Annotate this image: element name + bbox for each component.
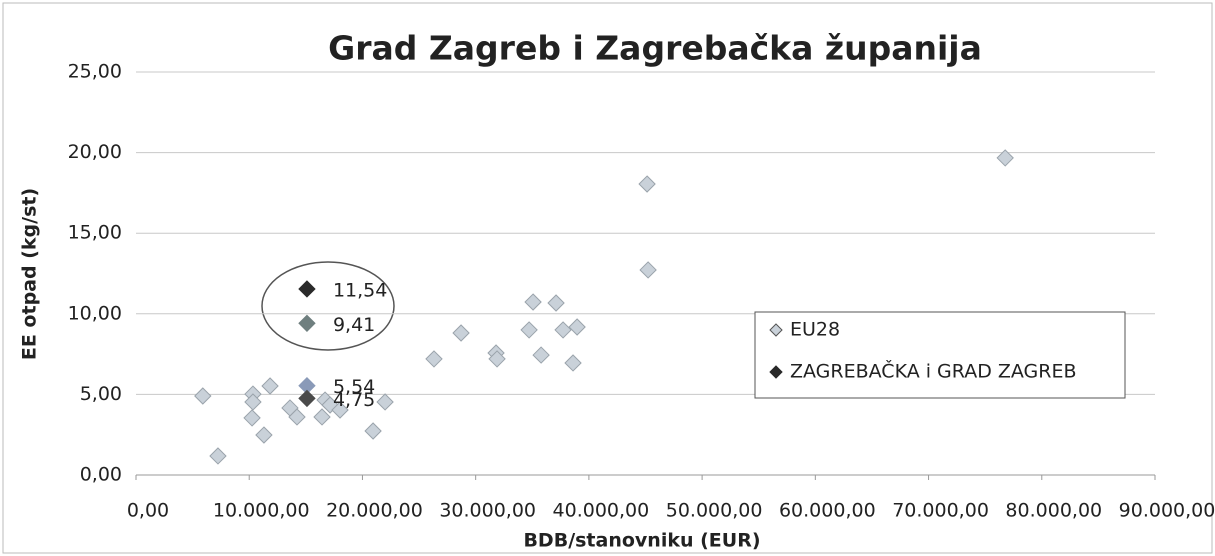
point <box>364 422 382 440</box>
legend-marker <box>769 365 783 379</box>
x-axis-label: BDB/stanovniku (EUR) <box>523 530 760 552</box>
legend-label: EU28 <box>790 319 840 341</box>
point <box>639 261 657 279</box>
y-tick-label: 5,00 <box>80 383 122 405</box>
point <box>554 321 572 339</box>
y-tick-label: 10,00 <box>68 302 122 324</box>
point <box>298 280 316 298</box>
x-tick-label: 80.000,00 <box>1005 500 1102 522</box>
point <box>261 377 279 395</box>
point <box>532 346 550 364</box>
x-tick-label: 70.000,00 <box>892 500 989 522</box>
point <box>520 321 538 339</box>
point <box>638 175 656 193</box>
data-label: 4,75 <box>333 389 375 411</box>
point <box>244 393 262 411</box>
point <box>243 409 261 427</box>
point <box>996 149 1014 167</box>
point <box>313 408 331 426</box>
x-tick-label: 90.000,00 <box>1119 500 1215 522</box>
highlight-ellipse <box>261 261 395 351</box>
y-tick-label: 15,00 <box>68 222 122 244</box>
x-tick-label: 0,00 <box>127 500 169 522</box>
x-tick-label: 60.000,00 <box>779 500 876 522</box>
chart-title: Grad Zagreb i Zagrebačka županija <box>328 29 982 68</box>
y-tick-label: 25,00 <box>68 61 122 83</box>
point <box>564 354 582 372</box>
point <box>209 447 227 465</box>
legend-marker <box>769 323 783 337</box>
point <box>568 318 586 336</box>
y-tick-label: 0,00 <box>80 464 122 486</box>
point <box>288 408 306 426</box>
point <box>425 350 443 368</box>
point <box>194 387 212 405</box>
y-tick-label: 20,00 <box>68 141 122 163</box>
data-label: 11,54 <box>333 279 387 301</box>
point <box>452 324 470 342</box>
point <box>298 389 316 408</box>
legend-box <box>754 311 1126 399</box>
point <box>255 426 273 444</box>
point <box>376 393 394 411</box>
point <box>524 293 542 311</box>
point <box>488 350 506 368</box>
data-label: 5,54 <box>333 376 375 398</box>
data-label: 9,41 <box>333 314 375 336</box>
x-tick-label: 30.000,00 <box>439 500 536 522</box>
point <box>331 401 349 419</box>
x-tick-label: 20.000,00 <box>326 500 423 522</box>
x-tick-label: 40.000,00 <box>553 500 650 522</box>
x-tick-label: 10.000,00 <box>213 500 310 522</box>
y-axis-label: EE otpad (kg/st) <box>19 188 41 360</box>
legend-label: ZAGREBAČKA i GRAD ZAGREB <box>790 359 1077 383</box>
point <box>547 294 565 312</box>
x-tick-label: 50.000,00 <box>666 500 763 522</box>
point <box>298 314 316 333</box>
